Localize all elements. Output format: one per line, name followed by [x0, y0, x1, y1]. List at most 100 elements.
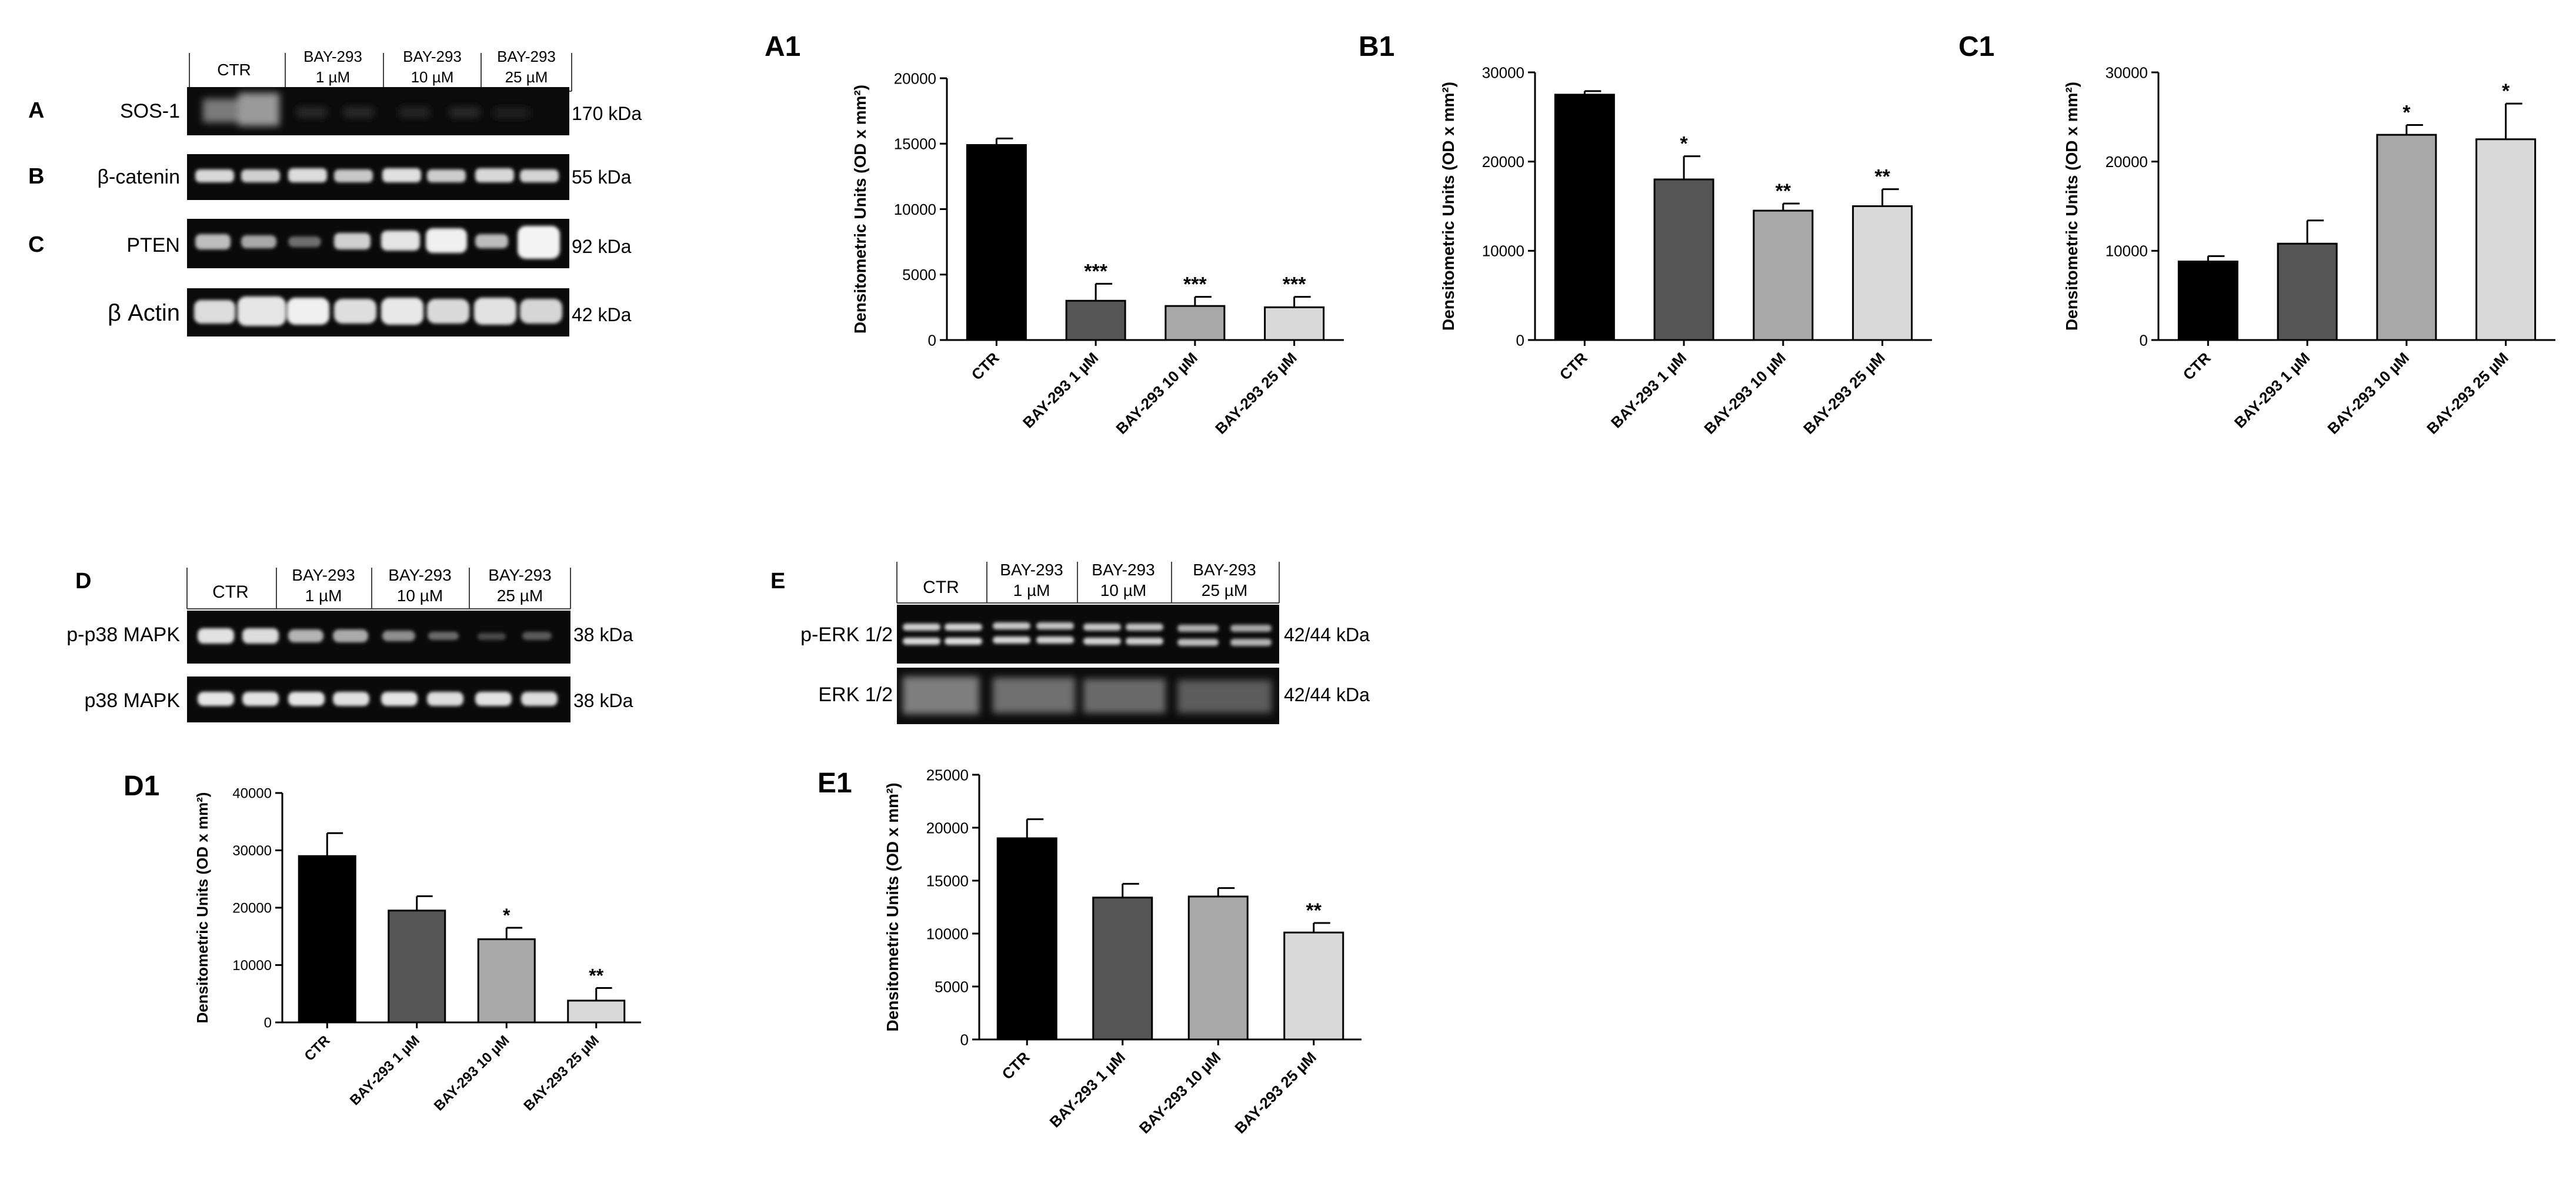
blot-row-p38: p38 MAPK 38 kDa — [84, 677, 633, 722]
blot-top-header: CTR BAY-293 1 µM BAY-293 10 µM BAY-293 2… — [189, 48, 572, 92]
blot-top: CTR BAY-293 1 µM BAY-293 10 µM BAY-293 2… — [28, 48, 642, 336]
bar-e1-1 — [1092, 897, 1153, 1041]
x-tick-label-c1-0: CTR — [2180, 349, 2214, 384]
y-tick-label-a1-3: 15000 — [894, 135, 936, 153]
bar-c1-0 — [2177, 261, 2238, 341]
y-tick-label-d1-0: 0 — [264, 1015, 272, 1031]
y-tick-label-d1-4: 40000 — [232, 786, 272, 802]
significance-b1-1: * — [1680, 133, 1689, 155]
x-tick-label-d1-1: BAY-293 1 µM — [347, 1032, 423, 1108]
x-tick-label-a1-3: BAY-293 25 µM — [1212, 349, 1300, 438]
blot-bands-sos1 — [203, 93, 529, 126]
bar-d1-3 — [567, 999, 626, 1024]
x-tick-label-d1-0: CTR — [302, 1032, 333, 1064]
y-tick-label-b1-2: 20000 — [1482, 153, 1524, 171]
panel-letter-a: A — [28, 98, 44, 123]
x-tick-label-a1-0: CTR — [968, 349, 1003, 384]
blot-label-beta-actin: β Actin — [108, 300, 180, 326]
bar-a1-2 — [1164, 305, 1226, 341]
x-tick-label-b1-0: CTR — [1556, 349, 1591, 384]
bar-d1-1 — [388, 909, 446, 1024]
panel-label-a1: A1 — [765, 31, 800, 62]
x-tick-label-d1-2: BAY-293 10 µM — [431, 1032, 513, 1114]
blot-bands-p38 — [198, 692, 558, 706]
y-tick-label-a1-1: 5000 — [902, 266, 936, 284]
blot-d-header-1um-a: BAY-293 — [292, 566, 355, 584]
significance-e1-3: ** — [1306, 899, 1322, 922]
panel-label-e1: E1 — [817, 768, 852, 799]
blot-kda-beta-actin: 42 kDa — [572, 304, 632, 325]
y-tick-label-c1-0: 0 — [2140, 331, 2148, 349]
significance-b1-3: ** — [1874, 166, 1890, 188]
y-tick-label-e1-3: 15000 — [926, 872, 969, 889]
significance-a1-3: *** — [1283, 274, 1306, 296]
x-tick-label-e1-3: BAY-293 25 µM — [1231, 1048, 1320, 1137]
bar-d1-2 — [477, 938, 536, 1024]
blot-top-header-1um-a: BAY-293 — [303, 48, 362, 65]
significance-b1-2: ** — [1776, 180, 1791, 202]
x-tick-label-c1-3: BAY-293 25 µM — [2423, 349, 2512, 438]
blot-kda-beta-catenin: 55 kDa — [572, 166, 632, 188]
blot-top-header-10um-b: 10 µM — [411, 68, 454, 86]
blot-top-header-25um-a: BAY-293 — [497, 48, 556, 65]
bar-a1-1 — [1065, 299, 1126, 341]
significance-d1-2: * — [503, 905, 510, 926]
blot-top-header-10um-a: BAY-293 — [403, 48, 462, 65]
blot-label-beta-catenin: β-catenin — [97, 166, 180, 188]
blot-d-header: CTR BAY-293 1 µM BAY-293 10 µM BAY-293 2… — [186, 566, 571, 609]
x-tick-label-a1-1: BAY-293 1 µM — [1019, 349, 1102, 431]
blot-e-header-10um-b: 10 µM — [1100, 581, 1146, 599]
blot-d-header-ctr: CTR — [212, 582, 249, 602]
blot-d-header-1um-b: 1 µM — [305, 586, 342, 605]
x-tick-label-e1-0: CTR — [998, 1048, 1033, 1083]
bar-b1-0 — [1554, 94, 1615, 341]
bar-d1-0 — [298, 855, 356, 1024]
blot-kda-sos1: 170 kDa — [572, 103, 642, 124]
blot-e-header-25um-a: BAY-293 — [1193, 561, 1256, 579]
panel-letter-d: D — [75, 569, 91, 594]
blot-e: E CTR BAY-293 1 µM BAY-293 10 µM BAY-293… — [770, 561, 1370, 724]
y-axis-label-a1: Densitometric Units (OD x mm²) — [851, 85, 869, 334]
bar-e1-2 — [1187, 895, 1249, 1041]
blot-d-header-25um-b: 25 µM — [497, 586, 543, 605]
blot-bands-erk — [903, 677, 1272, 714]
blot-e-header-1um-b: 1 µM — [1013, 581, 1050, 599]
y-axis-label-e1: Densitometric Units (OD x mm²) — [883, 782, 902, 1031]
blot-kda-p-p38: 38 kDa — [573, 624, 633, 645]
y-tick-label-c1-1: 10000 — [2105, 242, 2148, 260]
blot-row-beta-catenin: B β-catenin 55 kDa — [28, 154, 632, 200]
y-tick-label-e1-4: 20000 — [926, 819, 969, 837]
blot-top-header-1um-b: 1 µM — [316, 68, 350, 86]
blot-image-p-erk — [897, 605, 1279, 664]
blot-label-p-p38: p-p38 MAPK — [66, 624, 180, 646]
x-tick-label-b1-2: BAY-293 10 µM — [1700, 349, 1789, 438]
y-tick-label-d1-2: 20000 — [232, 901, 272, 917]
blot-top-header-ctr: CTR — [217, 61, 251, 79]
blot-e-header-1um-a: BAY-293 — [1000, 561, 1063, 579]
bar-a1-3 — [1264, 306, 1325, 341]
bar-b1-3 — [1852, 205, 1913, 341]
chart-c1: C1 0 10000 20000 30000 Densitometric Units (O… — [1958, 31, 2555, 438]
y-tick-label-e1-0: 0 — [960, 1031, 969, 1048]
bar-a1-0 — [966, 144, 1027, 341]
bar-b1-1 — [1653, 178, 1714, 341]
x-tick-label-c1-2: BAY-293 10 µM — [2324, 349, 2413, 438]
blot-e-header-25um-b: 25 µM — [1202, 581, 1247, 599]
blot-row-beta-actin: β Actin 42 kDa — [108, 288, 632, 336]
y-tick-label-c1-3: 30000 — [2105, 64, 2148, 81]
blot-label-pten: PTEN — [126, 234, 180, 256]
blot-d-header-10um-a: BAY-293 — [388, 566, 451, 584]
bar-b1-2 — [1753, 209, 1814, 341]
y-tick-label-b1-0: 0 — [1516, 331, 1524, 349]
chart-b1: B1 0 10000 20000 30000 Densitometric Units (O… — [1359, 31, 1932, 438]
blot-d-header-10um-b: 10 µM — [397, 586, 443, 605]
blot-row-sos1: A SOS-1 170 kDa — [28, 87, 642, 135]
blot-kda-pten: 92 kDa — [572, 236, 632, 257]
blot-bands-p-erk — [903, 622, 1272, 646]
y-tick-label-c1-2: 20000 — [2105, 153, 2148, 171]
y-axis-label-c1: Densitometric Units (OD x mm²) — [2063, 82, 2081, 331]
blot-label-p-erk: p-ERK 1/2 — [800, 624, 893, 646]
blot-e-header: CTR BAY-293 1 µM BAY-293 10 µM BAY-293 2… — [896, 561, 1280, 604]
y-tick-label-d1-1: 10000 — [232, 958, 272, 974]
